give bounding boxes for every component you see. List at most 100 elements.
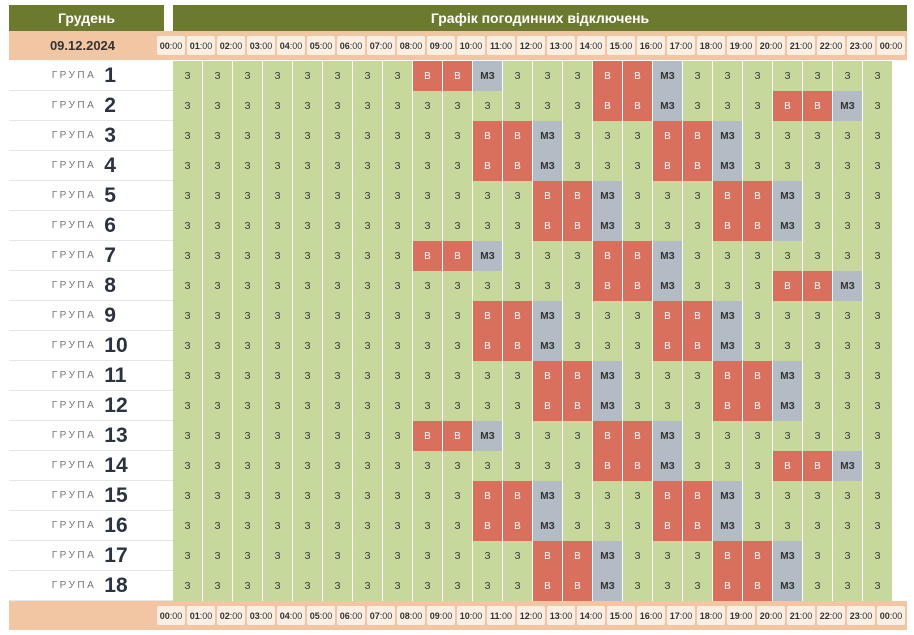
hour-value: 00 — [159, 40, 170, 51]
group-word: ГРУПА — [51, 280, 97, 291]
hour-cell: З — [743, 121, 773, 151]
hour-label: 08:00 — [397, 606, 425, 625]
hour-cells: З З З З З З З З З З З З В В МЗ З З З В В МЗ З З З — [173, 361, 893, 391]
hour-cell: З — [443, 91, 473, 121]
hour-cells: З З З З З З З З З З В В МЗ З З З В В МЗ З З З З З — [173, 151, 893, 181]
hour-cells: З З З З З З З З З З В В МЗ З З З В В МЗ З З З З З — [173, 481, 893, 511]
hour-cell: З — [203, 361, 233, 391]
hour-label: 23:00 — [847, 36, 875, 55]
minute-value: :00 — [499, 610, 513, 621]
hour-cell: З — [173, 91, 203, 121]
hour-cell: З — [173, 181, 203, 211]
hour-cell: З — [263, 211, 293, 241]
group-row: ГРУПА 15 З З З З З З З З З З В В МЗ З З З В В МЗ З З З З З — [9, 481, 907, 511]
hour-label: 06:00 — [337, 36, 365, 55]
hour-cell: З — [443, 211, 473, 241]
hour-label: 04:00 — [277, 606, 305, 625]
minute-value: :00 — [289, 40, 303, 51]
hour-cell: З — [743, 511, 773, 541]
hour-cell: З — [233, 301, 263, 331]
group-row: ГРУПА 7 З З З З З З З З В В МЗ З З З В В МЗ З З З З З З З — [9, 241, 907, 271]
hour-cell: З — [833, 181, 863, 211]
hour-cell: З — [383, 211, 413, 241]
hour-cell: З — [413, 301, 443, 331]
hour-cell: З — [803, 331, 833, 361]
hour-cell: З — [653, 211, 683, 241]
hour-cell: З — [473, 541, 503, 571]
hour-cells: З З З З З З З З В В МЗ З З З В В МЗ З З З З З З З — [173, 61, 893, 91]
hour-cell: З — [263, 91, 293, 121]
hour-label: 12:00 — [517, 606, 545, 625]
minute-value: :00 — [169, 40, 183, 51]
group-row: ГРУПА 14 З З З З З З З З З З З З З З В В МЗ З З З В В МЗ З — [9, 451, 907, 481]
hour-cell: З — [293, 571, 323, 601]
hour-labels-bottom: 00:00 01:00 02:00 03:00 04:00 05:00 06:00 07:00… — [157, 606, 907, 625]
hour-cell: З — [383, 361, 413, 391]
hour-cell: В — [743, 391, 773, 421]
hour-label: 14:00 — [577, 36, 605, 55]
group-word: ГРУПА — [51, 310, 97, 321]
hour-cell: З — [353, 451, 383, 481]
group-word: ГРУПА — [51, 250, 97, 261]
schedule-header: Грудень Графік погодинних відключень — [9, 5, 907, 31]
minute-value: :00 — [499, 40, 513, 51]
hour-cell: З — [743, 301, 773, 331]
hour-value: 19 — [729, 40, 740, 51]
hour-cell: В — [743, 211, 773, 241]
hour-cell: З — [653, 541, 683, 571]
hour-cell: З — [413, 91, 443, 121]
hour-cell: З — [473, 391, 503, 421]
hour-value: 00 — [879, 610, 890, 621]
hour-cell: З — [743, 241, 773, 271]
hour-cell: В — [503, 481, 533, 511]
hour-value: 23 — [849, 40, 860, 51]
hour-cell: З — [413, 451, 443, 481]
hour-cell: З — [383, 301, 413, 331]
hour-label: 17:00 — [667, 606, 695, 625]
hour-cell: МЗ — [533, 481, 563, 511]
hour-cell: З — [803, 481, 833, 511]
hour-cell: МЗ — [713, 331, 743, 361]
hour-cell: З — [683, 181, 713, 211]
hour-value: 10 — [459, 610, 470, 621]
hour-label: 01:00 — [187, 36, 215, 55]
hour-value: 15 — [609, 40, 620, 51]
hour-cell: З — [383, 121, 413, 151]
hour-cell: З — [323, 361, 353, 391]
hour-cell: З — [413, 361, 443, 391]
minute-value: :00 — [529, 610, 543, 621]
hour-cell: З — [833, 391, 863, 421]
hour-value: 04 — [279, 40, 290, 51]
hour-cell: З — [743, 91, 773, 121]
hour-cell: З — [263, 331, 293, 361]
group-word: ГРУПА — [51, 220, 97, 231]
group-row: ГРУПА 16 З З З З З З З З З З В В МЗ З З З В В МЗ З З З З З — [9, 511, 907, 541]
hour-label: 07:00 — [367, 606, 395, 625]
hour-label: 15:00 — [607, 36, 635, 55]
hour-value: 17 — [669, 610, 680, 621]
hour-cell: З — [233, 361, 263, 391]
hour-cell: З — [353, 421, 383, 451]
hour-cell: В — [593, 421, 623, 451]
hour-cell: З — [383, 181, 413, 211]
hour-label: 11:00 — [487, 606, 515, 625]
hour-cell: З — [263, 451, 293, 481]
hour-cell: З — [443, 391, 473, 421]
hour-cell: З — [803, 121, 833, 151]
hour-cell: МЗ — [833, 271, 863, 301]
hour-cell: З — [863, 151, 893, 181]
hour-cell: В — [533, 361, 563, 391]
hour-value: 01 — [189, 610, 200, 621]
hour-cell: З — [203, 451, 233, 481]
group-label: ГРУПА 14 — [9, 451, 173, 481]
hour-cells: З З З З З З З З З З З З В В МЗ З З З В В МЗ З З З — [173, 571, 893, 601]
hour-label: 13:00 — [547, 606, 575, 625]
hour-cell: В — [563, 571, 593, 601]
group-label: ГРУПА 1 — [9, 61, 173, 91]
hour-cell: З — [863, 61, 893, 91]
hour-label: 21:00 — [787, 606, 815, 625]
hour-cell: З — [503, 91, 533, 121]
group-row: ГРУПА 12 З З З З З З З З З З З З В В МЗ З З З В В МЗ З З З — [9, 391, 907, 421]
hour-cell: З — [383, 451, 413, 481]
group-number: 17 — [104, 543, 128, 567]
